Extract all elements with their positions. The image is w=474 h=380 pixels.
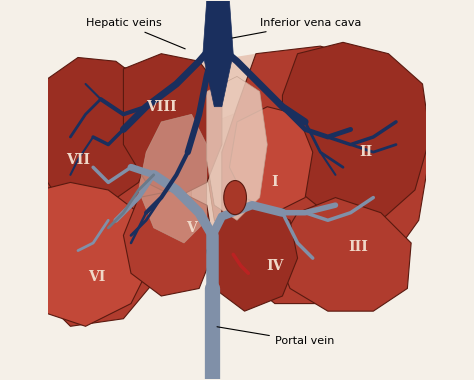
Ellipse shape	[224, 180, 246, 215]
Text: VIII: VIII	[146, 100, 177, 114]
Text: VI: VI	[88, 270, 106, 284]
Polygon shape	[116, 114, 191, 266]
Polygon shape	[229, 107, 313, 213]
Polygon shape	[283, 42, 430, 220]
Text: VII: VII	[66, 153, 90, 167]
Polygon shape	[123, 54, 222, 198]
Polygon shape	[40, 57, 161, 209]
Polygon shape	[123, 190, 214, 296]
Text: Portal vein: Portal vein	[217, 327, 334, 347]
Text: I: I	[272, 176, 278, 189]
Text: III: III	[348, 240, 368, 254]
Text: Inferior vena cava: Inferior vena cava	[232, 18, 361, 38]
Polygon shape	[207, 107, 294, 247]
Polygon shape	[40, 182, 154, 326]
Text: IV: IV	[266, 259, 283, 273]
Polygon shape	[138, 114, 207, 243]
Text: II: II	[359, 145, 373, 159]
Polygon shape	[203, 1, 233, 107]
Polygon shape	[161, 54, 351, 273]
Polygon shape	[207, 205, 298, 311]
Polygon shape	[275, 198, 411, 311]
Text: V: V	[186, 221, 197, 235]
Polygon shape	[40, 61, 191, 326]
Polygon shape	[207, 76, 267, 220]
Text: Hepatic veins: Hepatic veins	[85, 18, 185, 49]
Polygon shape	[222, 46, 430, 304]
